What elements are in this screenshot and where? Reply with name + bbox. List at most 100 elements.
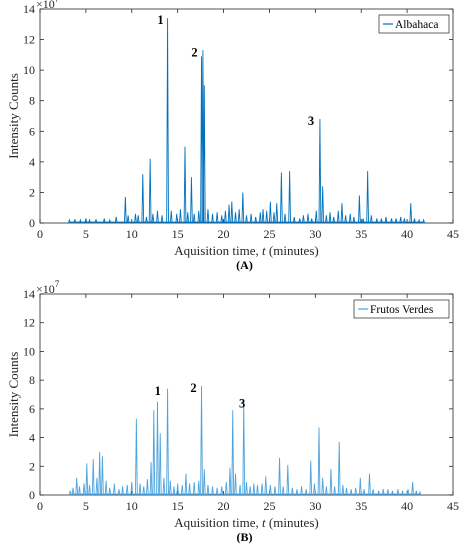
data-peak <box>202 469 206 496</box>
series-frutos-verdes <box>68 385 422 496</box>
peak-annotation: 2 <box>191 45 197 59</box>
data-peak <box>188 483 191 496</box>
peak-annotation: 1 <box>157 13 163 27</box>
data-peak <box>362 489 366 496</box>
y-tick-label: 10 <box>23 344 35 358</box>
x-tick-label: 45 <box>447 227 459 241</box>
data-peak <box>175 213 179 224</box>
data-peak <box>192 213 196 224</box>
legend-box <box>378 14 450 34</box>
data-peak <box>242 401 246 496</box>
data-peak <box>321 186 325 224</box>
data-peak <box>418 490 422 496</box>
x-tick-label: 45 <box>447 499 459 513</box>
data-peak <box>375 218 379 224</box>
data-peak <box>117 489 121 496</box>
x-tick-label: 35 <box>355 499 367 513</box>
data-peak <box>79 218 82 224</box>
data-peak <box>91 459 95 496</box>
data-peak <box>369 215 373 224</box>
data-peak <box>211 213 214 224</box>
data-peak <box>309 460 313 496</box>
data-peak <box>265 210 269 224</box>
data-peak <box>286 464 290 496</box>
y-tick-label: 4 <box>29 155 35 169</box>
data-peak <box>162 477 166 496</box>
data-peak <box>220 486 224 496</box>
x-tick-label: 35 <box>355 227 367 241</box>
data-peak <box>156 210 159 224</box>
data-peak <box>85 463 89 496</box>
data-peak <box>318 119 322 224</box>
data-peak <box>108 487 112 496</box>
legend-label: Frutos Verdes <box>370 304 434 316</box>
y-tick-label: 6 <box>29 402 35 416</box>
data-peak <box>234 473 237 496</box>
y-axis-label: Intensity Counts <box>6 73 21 159</box>
data-peak <box>138 483 142 496</box>
data-peak <box>134 213 137 224</box>
data-peak <box>179 209 182 224</box>
x-tick-label: 25 <box>263 227 275 241</box>
data-peak <box>273 486 277 496</box>
data-peak <box>354 487 358 496</box>
data-peak <box>371 489 375 496</box>
data-peak <box>84 218 88 224</box>
data-peak <box>348 213 352 224</box>
data-peak <box>329 469 333 496</box>
data-peak <box>136 215 140 224</box>
data-peak <box>280 172 283 224</box>
x-axis-label: Aquisition time, t (minutes) <box>174 243 318 258</box>
legend-label: Albahaca <box>395 19 438 31</box>
y-tick-label: 0 <box>29 216 35 230</box>
data-peak <box>422 218 425 224</box>
data-peak <box>202 85 206 224</box>
data-peak <box>145 216 148 224</box>
data-peak <box>403 218 406 224</box>
x-tick-label: 40 <box>401 227 413 241</box>
data-peak <box>384 216 388 224</box>
data-peak <box>135 418 138 496</box>
data-peak <box>149 461 153 496</box>
data-peak <box>417 218 421 224</box>
data-peak <box>142 486 146 496</box>
data-peak <box>281 486 285 496</box>
data-peak <box>88 218 91 224</box>
data-peak <box>377 490 381 496</box>
data-peak <box>288 171 291 224</box>
plot-frame <box>39 293 454 496</box>
data-peak <box>151 213 155 224</box>
data-peak <box>261 209 265 224</box>
data-peak <box>337 441 341 496</box>
data-peak <box>252 483 256 496</box>
data-peak <box>71 487 75 496</box>
data-peak <box>401 490 404 496</box>
data-peak <box>358 195 361 224</box>
data-peak <box>68 218 71 224</box>
data-peak <box>366 171 369 224</box>
data-peak <box>231 410 235 496</box>
data-peak <box>82 483 86 496</box>
y-axis-label: Intensity Counts <box>6 352 21 438</box>
data-peak <box>269 484 272 496</box>
data-peak <box>184 473 188 496</box>
data-peak <box>75 477 79 496</box>
y-exponent-label: ×107 <box>36 0 60 11</box>
data-peak <box>190 177 193 224</box>
data-peak <box>302 215 305 224</box>
x-tick-label: 30 <box>309 227 321 241</box>
data-peak <box>349 489 353 496</box>
data-peak <box>399 216 403 224</box>
x-tick-label: 5 <box>83 227 89 241</box>
x-tick-label: 0 <box>37 499 43 513</box>
data-peak <box>78 486 81 496</box>
data-peak <box>313 483 316 496</box>
data-peak <box>73 219 77 224</box>
data-peak <box>172 486 176 496</box>
data-peak <box>411 482 414 496</box>
y-tick-label: 0 <box>29 488 35 502</box>
y-tick-label: 6 <box>29 124 35 138</box>
data-peak <box>130 482 134 496</box>
data-peak <box>317 427 321 496</box>
